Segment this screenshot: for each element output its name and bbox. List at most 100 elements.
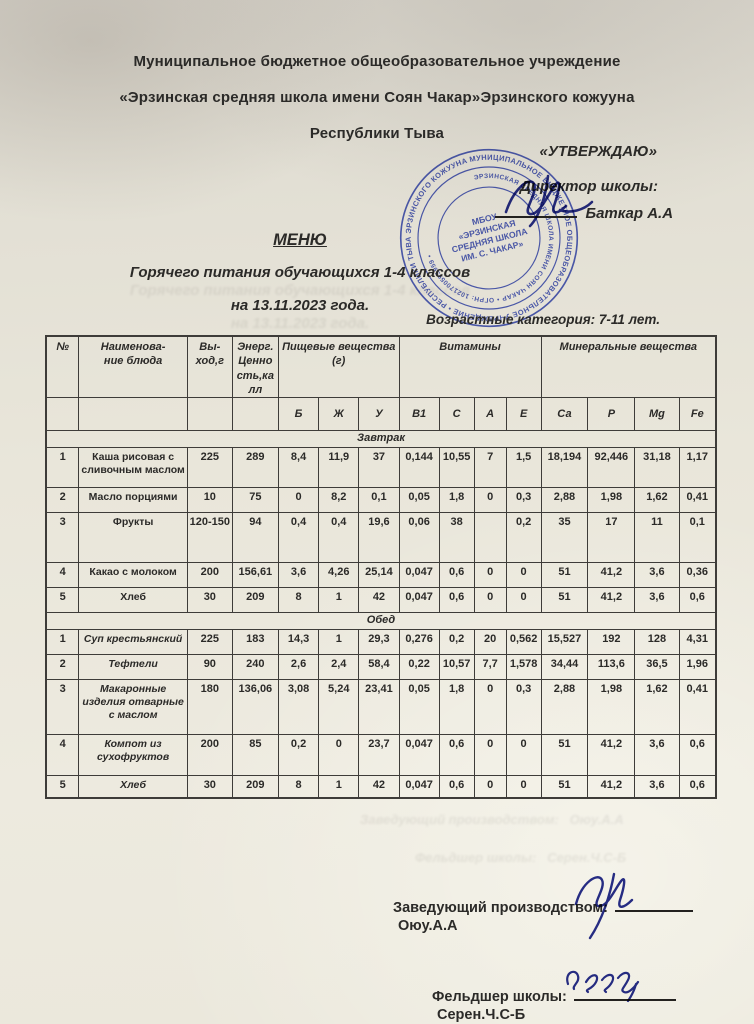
cell-value: 0,047 — [398, 562, 440, 589]
cell-value: 17 — [587, 512, 636, 564]
cell-value: 4,26 — [318, 562, 360, 589]
cell-value: 0,144 — [398, 447, 440, 489]
cell-value: 7,7 — [473, 654, 507, 681]
cell-dish-name: Компот из сухофруктов — [78, 734, 188, 777]
section-label: Завтрак — [45, 430, 717, 449]
cell-row-number: 5 — [45, 587, 80, 614]
cell-value: 1,62 — [634, 487, 680, 514]
cell-dish-name: Тефтели — [78, 654, 188, 681]
cell-value: 200 — [186, 562, 233, 589]
cell-dish-name: Масло порциями — [78, 487, 188, 514]
cell-value: 289 — [231, 447, 279, 489]
cell-value: 0,4 — [277, 512, 320, 564]
ghost-subtitle-audience: Горячего питания обучающихся 1-4 классов — [129, 282, 471, 299]
col-subheader-Е: Е — [505, 397, 542, 432]
cell-value: 200 — [186, 734, 233, 777]
cell-dish-name: Хлеб — [78, 587, 188, 614]
cell-value: 0,36 — [678, 562, 717, 589]
cell-value: 128 — [634, 629, 680, 656]
col-subheader-empty — [186, 397, 233, 432]
cell-value: 14,3 — [277, 629, 320, 656]
cell-value: 0 — [505, 587, 542, 614]
cell-value: 18,194 — [540, 447, 589, 489]
cell-value: 41,2 — [587, 734, 636, 777]
cell-value: 8,2 — [318, 487, 360, 514]
cell-value: 0,6 — [438, 734, 475, 777]
approve-label: «УТВЕРЖДАЮ» — [539, 143, 657, 160]
cell-value: 25,14 — [358, 562, 400, 589]
cell-value: 0,22 — [398, 654, 440, 681]
cell-row-number: 2 — [45, 654, 80, 681]
menu-row: 1 Каша рисовая с сливочным маслом 225 289 8,… — [45, 447, 717, 489]
cell-value: 29,3 — [358, 629, 400, 656]
menu-table: № Наименова- ние блюда Вы- ход,г Энерг. Цен… — [45, 335, 717, 799]
menu-title: МЕНЮ — [273, 231, 327, 249]
col-group-vitamins: Витамины — [398, 335, 542, 399]
col-subheader-Ж: Ж — [318, 397, 360, 432]
cell-value: 2,88 — [540, 487, 589, 514]
col-header-dish: Наименова- ние блюда — [78, 335, 188, 399]
cell-value: 51 — [540, 562, 589, 589]
cell-value: 41,2 — [587, 775, 636, 799]
cell-value: 10,57 — [438, 654, 475, 681]
production-signature-ink — [574, 872, 634, 940]
org-name-line3: Республики Тыва — [309, 125, 445, 142]
cell-value: 0,276 — [398, 629, 440, 656]
cell-value: 225 — [186, 629, 233, 656]
cell-row-number: 1 — [45, 629, 80, 656]
cell-value: 11,9 — [318, 447, 360, 489]
org-name-line2: «Эрзинская средняя школа имени Соян Чака… — [119, 89, 635, 106]
cell-row-number: 3 — [45, 679, 80, 736]
cell-value: 0 — [473, 587, 507, 614]
menu-row: 2 Масло порциями 10 75 0 8,2 0,1 0,05 1,8 0 0,3 2,8… — [45, 487, 717, 514]
cell-value: 0 — [473, 734, 507, 777]
cell-row-number: 1 — [45, 447, 80, 489]
menu-row: 2 Тефтели 90 240 2,6 2,4 58,4 0,22 10,57 7,7 1,578… — [45, 654, 717, 681]
cell-value: 0,6 — [678, 734, 717, 777]
menu-subtitle-audience: Горячего питания обучающихся 1-4 классов — [129, 264, 471, 281]
feldsher-signature-line — [574, 986, 677, 1001]
section-band: Завтрак — [45, 430, 717, 449]
cell-value: 31,18 — [634, 447, 680, 489]
cell-value: 1,578 — [505, 654, 542, 681]
cell-value: 1,17 — [678, 447, 717, 489]
cell-value: 34,44 — [540, 654, 589, 681]
cell-value: 1 — [318, 587, 360, 614]
cell-value: 0 — [473, 562, 507, 589]
cell-value: 75 — [231, 487, 279, 514]
menu-row: 3 Макаронные изделия отварные с маслом 180… — [45, 679, 717, 736]
cell-value: 180 — [186, 679, 233, 736]
cell-value: 192 — [587, 629, 636, 656]
col-header-num: № — [45, 335, 80, 399]
cell-value: 3,6 — [634, 734, 680, 777]
cell-value: 1 — [318, 775, 360, 799]
col-subheader-empty — [45, 397, 80, 432]
cell-value: 1,98 — [587, 487, 636, 514]
cell-value: 30 — [186, 587, 233, 614]
cell-value: 41,2 — [587, 562, 636, 589]
ghost-feldsher-signature: Фельдшер школы: Серен.Ч.С-Б — [415, 850, 627, 865]
cell-value: 8 — [277, 587, 320, 614]
cell-value: 90 — [186, 654, 233, 681]
cell-value: 3,6 — [634, 587, 680, 614]
cell-value: 0,4 — [318, 512, 360, 564]
cell-value: 8 — [277, 775, 320, 799]
cell-value: 7 — [473, 447, 507, 489]
cell-value: 0 — [505, 775, 542, 799]
cell-dish-name: Хлеб — [78, 775, 188, 799]
menu-row: 4 Какао с молоком 200 156,61 3,6 4,26 25,14 0,0… — [45, 562, 717, 589]
cell-value: 51 — [540, 775, 589, 799]
cell-value: 0,3 — [505, 679, 542, 736]
cell-value: 85 — [231, 734, 279, 777]
cell-value: 0 — [505, 562, 542, 589]
cell-value: 183 — [231, 629, 279, 656]
ghost-subtitle-date: на 13.11.2023 года. — [230, 315, 370, 332]
cell-value: 1,8 — [438, 679, 475, 736]
cell-row-number: 4 — [45, 734, 80, 777]
cell-value: 42 — [358, 587, 400, 614]
cell-value: 0,6 — [678, 775, 717, 799]
cell-value: 156,61 — [231, 562, 279, 589]
col-subheader-С: С — [438, 397, 475, 432]
section-label: Обед — [45, 612, 717, 631]
